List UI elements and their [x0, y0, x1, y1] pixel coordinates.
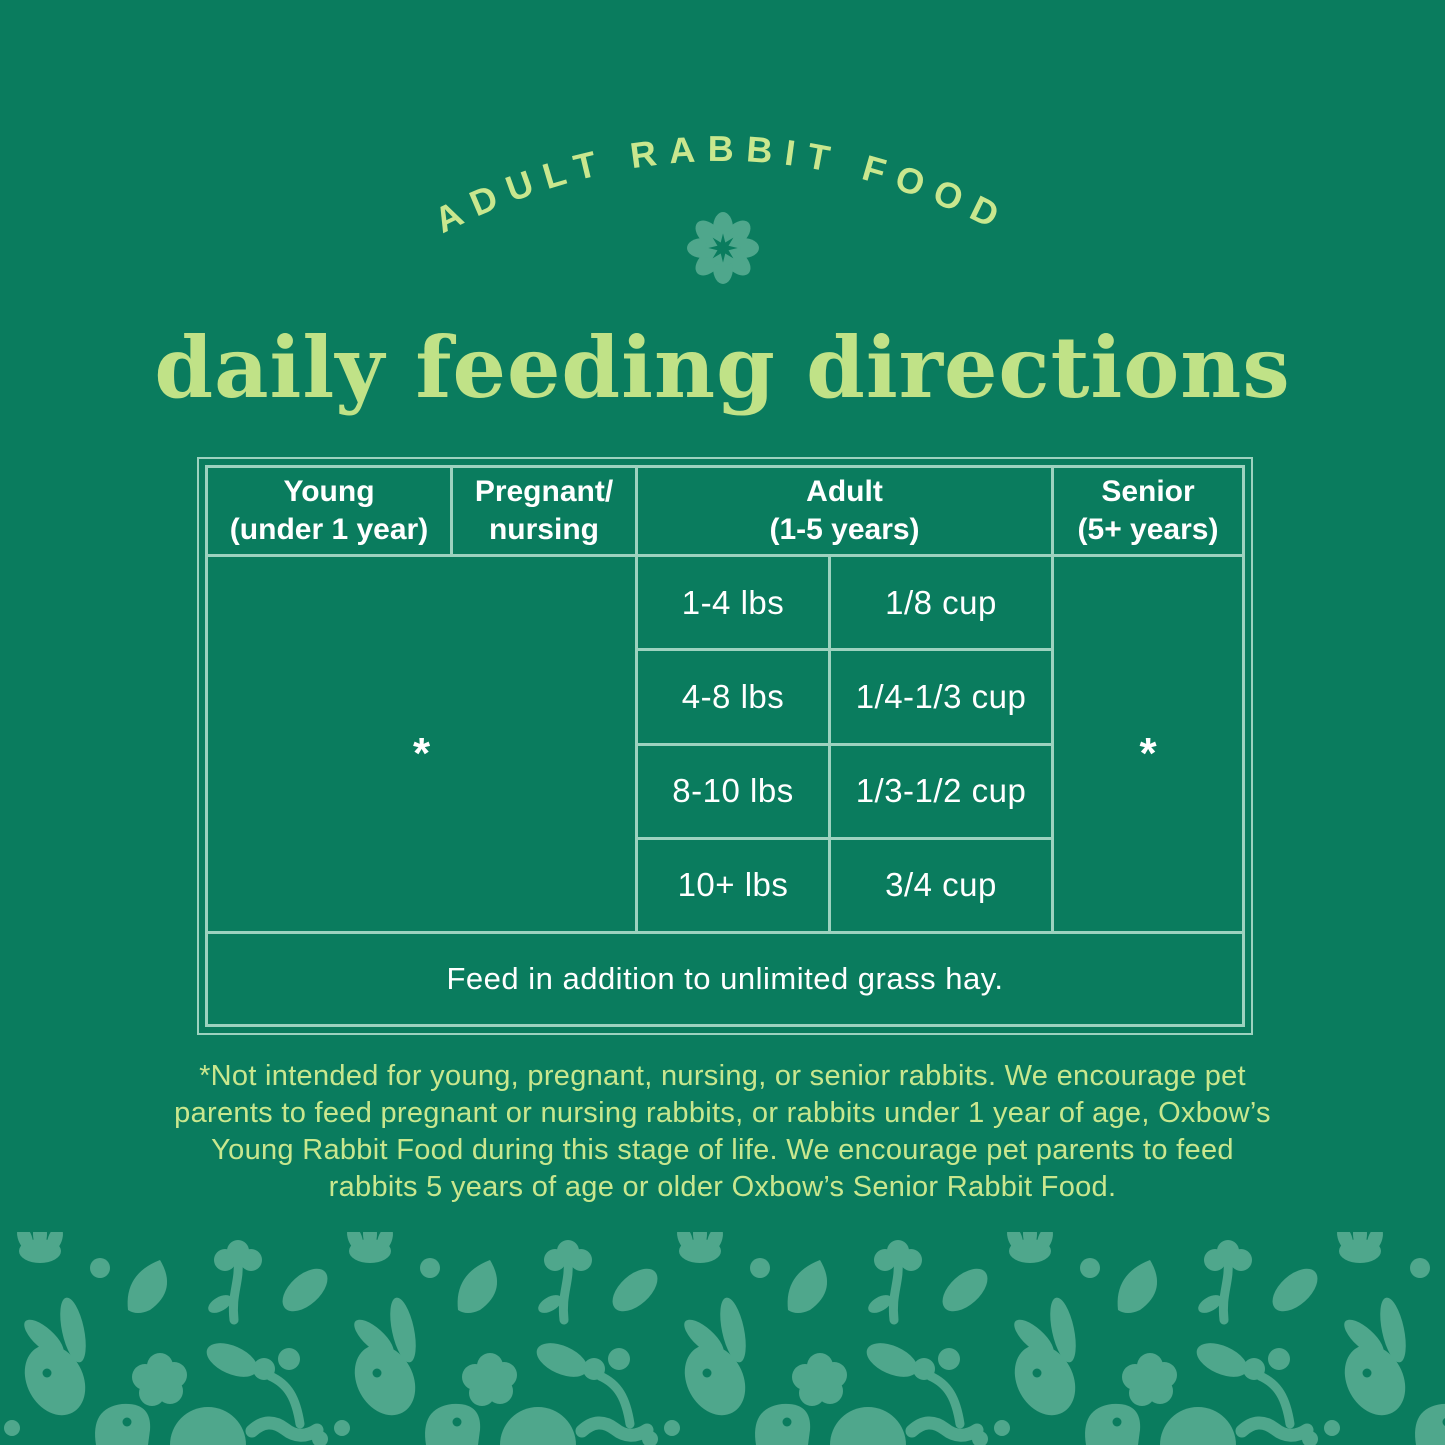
rabbit-botanical-pattern — [0, 1232, 1445, 1445]
footnote-text: *Not intended for young, pregnant, nursi… — [174, 1060, 1271, 1203]
asterisk: * — [1139, 729, 1157, 778]
adult-portion-cell: 1/3-1/2 cup — [831, 745, 1051, 837]
adult-weight-cell: 10+ lbs — [638, 839, 828, 931]
column-header-adult: Adult (1-5 years) — [638, 468, 1051, 554]
page-title: daily feeding directions — [154, 318, 1291, 417]
adult-portion-cell: 3/4 cup — [831, 839, 1051, 931]
decorative-pattern-band — [0, 1232, 1445, 1445]
feeding-table: Young (under 1 year) Pregnant/ nursing A… — [197, 457, 1253, 1035]
adult-weight-cell: 4-8 lbs — [638, 651, 828, 743]
senior-asterisk-cell: * — [1054, 557, 1242, 931]
adult-weight-cell: 8-10 lbs — [638, 745, 828, 837]
asterisk: * — [412, 729, 431, 778]
adult-portion-cell: 1/4-1/3 cup — [831, 651, 1051, 743]
column-header-senior: Senior (5+ years) — [1054, 468, 1242, 554]
column-header-pregnant: Pregnant/ nursing — [453, 468, 635, 554]
flower-icon — [683, 208, 763, 288]
column-header-young: Young (under 1 year) — [208, 468, 450, 554]
adult-weight-cell: 1-4 lbs — [638, 557, 828, 649]
adult-portion-cell: 1/8 cup — [831, 557, 1051, 649]
table-footnote-row: Feed in addition to unlimited grass hay. — [208, 934, 1242, 1024]
young-pregnant-asterisk-cell: * — [208, 557, 635, 931]
